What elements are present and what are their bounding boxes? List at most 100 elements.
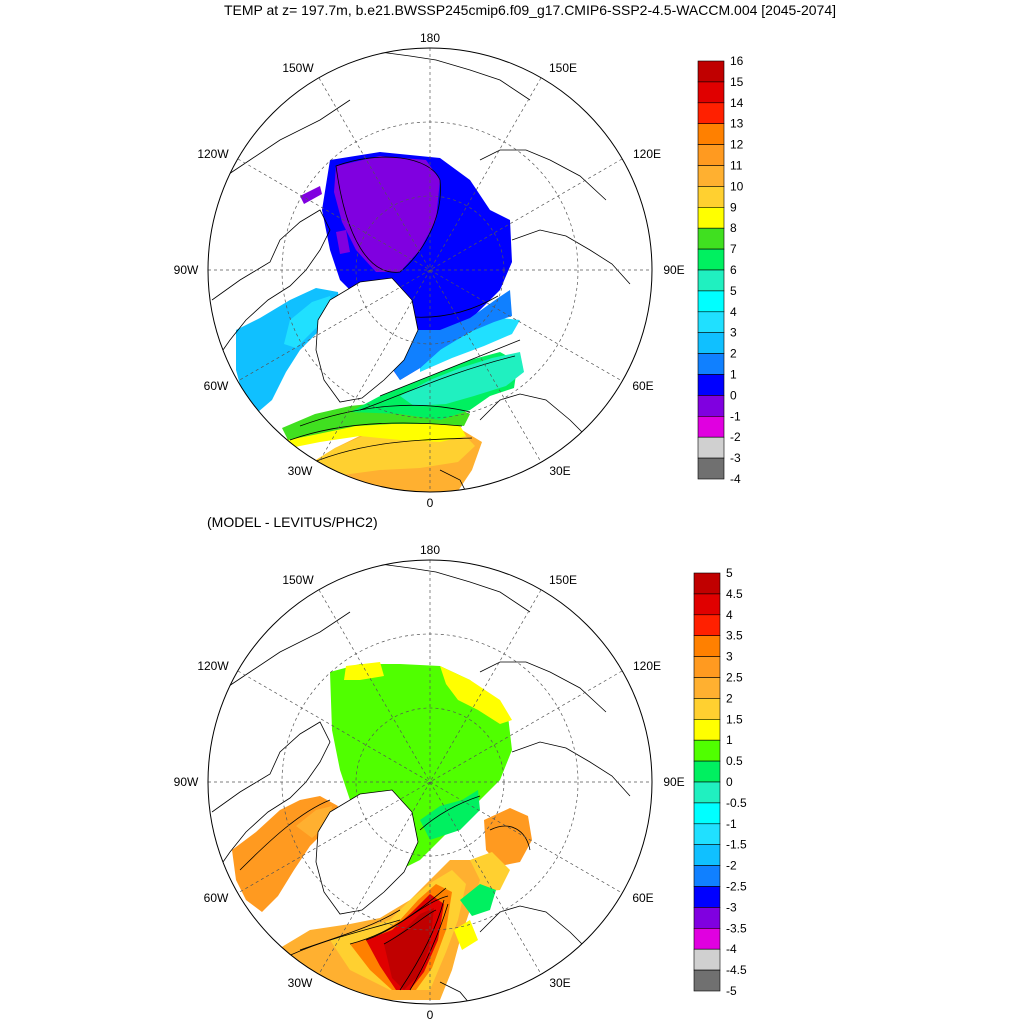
- bottom-map-fields: [208, 560, 652, 1004]
- bottom-colorbar-swatch: [693, 677, 721, 699]
- bottom-colorbar-swatch: [693, 844, 721, 866]
- bottom-colorbar-label: 5: [726, 566, 733, 580]
- top-lon-30e: 30E: [549, 464, 570, 478]
- top-colorbar-swatch: [697, 186, 725, 208]
- top-colorbar-swatch: [697, 60, 725, 83]
- bottom-lon-60e: 60E: [632, 891, 653, 905]
- top-colorbar-swatch: [697, 374, 725, 396]
- top-map-fields: [208, 48, 652, 492]
- top-colorbar-swatch: [697, 415, 725, 438]
- bottom-lon-150e: 150E: [549, 573, 577, 587]
- bottom-colorbar-label: 0.5: [726, 754, 743, 768]
- top-lon-90w: 90W: [174, 263, 199, 277]
- top-colorbar-swatch: [697, 353, 725, 375]
- top-lon-30w: 30W: [288, 464, 313, 478]
- bottom-lon-120e: 120E: [633, 659, 661, 673]
- top-colorbar-swatch: [697, 311, 725, 333]
- bottom-colorbar-label: 1.5: [726, 712, 743, 726]
- top-colorbar-swatch: [697, 457, 725, 480]
- top-colorbar-swatch: [697, 332, 725, 354]
- bottom-colorbar-label: -1: [726, 817, 737, 831]
- bottom-colorbar-swatch: [693, 886, 721, 908]
- bottom-colorbar-label: 0: [726, 775, 733, 789]
- subtitle: (MODEL - LEVITUS/PHC2): [207, 514, 378, 530]
- bottom-colorbar-label: 2: [726, 691, 733, 705]
- bottom-lon-30w: 30W: [288, 976, 313, 990]
- top-lon-60e: 60E: [632, 379, 653, 393]
- bottom-graticule: [208, 560, 652, 1004]
- top-colorbar-label: 9: [730, 200, 737, 214]
- top-colorbar-label: 15: [730, 75, 744, 89]
- bottom-colorbar-label: -5: [726, 984, 737, 998]
- bottom-colorbar-label: 3: [726, 650, 733, 664]
- top-lon-60w: 60W: [204, 379, 229, 393]
- top-colorbar-swatch: [697, 248, 725, 271]
- top-colorbar-swatch: [697, 81, 725, 104]
- top-map-border: [207, 47, 653, 493]
- top-colorbar-label: 7: [730, 242, 737, 256]
- top-colorbar-swatch: [697, 123, 725, 145]
- bottom-colorbar-swatch: [693, 614, 721, 636]
- bottom-colorbar-swatch: [693, 823, 721, 845]
- bottom-colorbar-label: -3.5: [726, 921, 747, 935]
- bottom-lon-90e: 90E: [663, 775, 684, 789]
- bottom-lon-0: 0: [427, 1008, 434, 1022]
- top-lon-0: 0: [427, 496, 434, 510]
- bottom-lon-90w: 90W: [174, 775, 199, 789]
- top-colorbar-label: 5: [730, 284, 737, 298]
- bottom-colorbar-label: -4.5: [726, 963, 747, 977]
- bottom-colorbar-swatch: [693, 635, 721, 657]
- top-colorbar-label: 11: [730, 159, 743, 173]
- top-colorbar-label: 1: [730, 368, 737, 382]
- bottom-colorbar-swatch: [693, 572, 721, 595]
- bottom-colorbar-label: -2: [726, 859, 737, 873]
- bottom-colorbar-swatch: [693, 718, 721, 741]
- bottom-colorbar-swatch: [693, 656, 721, 678]
- top-colorbar-label: 3: [730, 326, 737, 340]
- top-colorbar-swatch: [697, 290, 725, 313]
- bottom-colorbar-label: -0.5: [726, 796, 747, 810]
- bottom-colorbar-swatch: [693, 781, 721, 804]
- top-lon-120w: 120W: [197, 147, 229, 161]
- top-colorbar-label: 0: [730, 388, 737, 402]
- top-colorbar-label: -2: [730, 430, 741, 444]
- bottom-colorbar-swatch: [693, 948, 721, 971]
- bottom-polar-map: 180 150W 150E 120W 120E 90W 90E 60W 60E …: [174, 543, 685, 1022]
- bottom-colorbar-swatch: [693, 698, 721, 720]
- top-colorbar-label: -4: [730, 472, 741, 486]
- top-colorbar-label: 16: [730, 54, 744, 68]
- top-colorbar-label: 2: [730, 347, 737, 361]
- top-colorbar-label: 14: [730, 96, 744, 110]
- bottom-colorbar-label: -1.5: [726, 838, 747, 852]
- bottom-colorbar: 5 4.5 4 3.5 3 2.5 2 1.5 1 0.5 0 -0.5 -1 -1.5 -2 -2.5 -3 -…: [693, 566, 747, 998]
- bottom-lon-60w: 60W: [204, 891, 229, 905]
- bottom-colorbar-swatch: [693, 907, 721, 929]
- top-lon-90e: 90E: [663, 263, 684, 277]
- top-colorbar-swatch: [697, 395, 725, 417]
- top-colorbar-label: 4: [730, 305, 737, 319]
- top-colorbar-label: -1: [730, 409, 741, 423]
- bottom-colorbar-label: 3.5: [726, 629, 743, 643]
- top-colorbar-label: 8: [730, 221, 737, 235]
- top-graticule: [208, 48, 652, 492]
- top-polar-map: 180 150W 150E 120W 120E 90W 90E 60W 60E …: [174, 31, 685, 510]
- bottom-colorbar-swatch: [693, 593, 721, 616]
- top-colorbar-swatch: [697, 144, 725, 166]
- top-lon-120e: 120E: [633, 147, 661, 161]
- bottom-lon-30e: 30E: [549, 976, 570, 990]
- bottom-colorbar-swatch: [693, 739, 721, 762]
- bottom-map-border: [207, 559, 653, 1005]
- top-colorbar-label: -3: [730, 451, 741, 465]
- bottom-colorbar-label: -4: [726, 942, 737, 956]
- bottom-colorbar-label: -3: [726, 900, 737, 914]
- top-colorbar-swatch: [697, 269, 725, 292]
- page-title: TEMP at z= 197.7m, b.e21.BWSSP245cmip6.f…: [223, 2, 837, 18]
- top-colorbar-swatch: [697, 165, 725, 187]
- top-colorbar-swatch: [697, 207, 725, 229]
- bottom-colorbar-swatch: [693, 969, 721, 992]
- bottom-colorbar-swatch: [693, 760, 721, 783]
- top-colorbar-label: 13: [730, 117, 744, 131]
- bottom-colorbar-label: 4: [726, 608, 733, 622]
- bottom-colorbar-label: 1: [726, 733, 733, 747]
